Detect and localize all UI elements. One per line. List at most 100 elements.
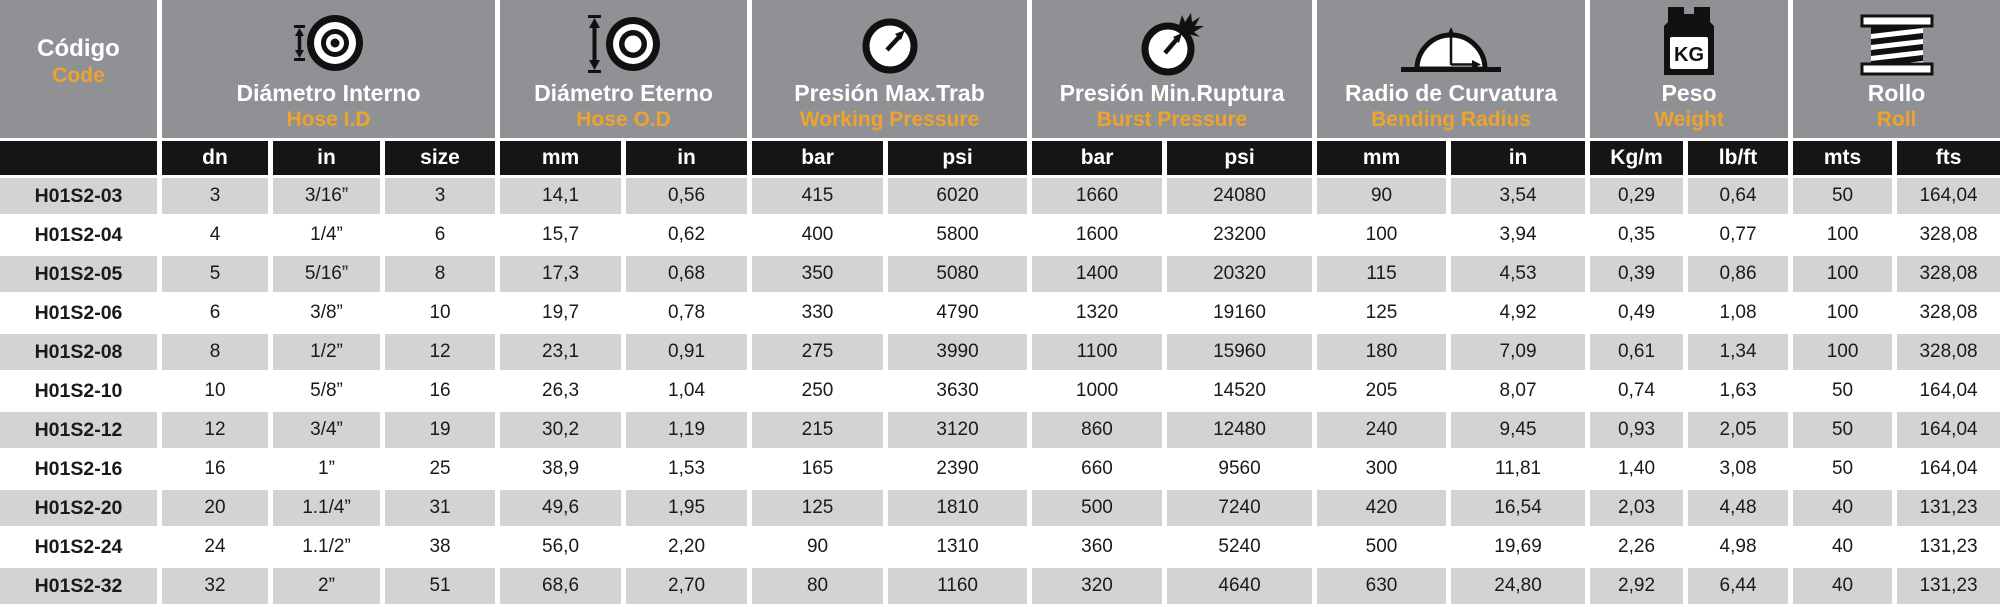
data-cell: 330 bbox=[752, 295, 884, 331]
data-cell: 2,26 bbox=[1590, 529, 1684, 565]
header-label-en: Working Pressure bbox=[799, 108, 980, 131]
data-cell: 1,40 bbox=[1590, 451, 1684, 487]
data-cell: 1,19 bbox=[626, 412, 748, 448]
data-cell: 16,54 bbox=[1451, 490, 1586, 526]
column-group-roll: Rollo Roll bbox=[1793, 0, 2000, 138]
column-group-code: Código Code bbox=[0, 0, 157, 138]
table-header: Código Code bbox=[0, 0, 2000, 175]
data-cell: 16 bbox=[385, 373, 496, 409]
header-label-en: Code bbox=[52, 64, 105, 87]
data-cell: 328,08 bbox=[1897, 295, 2000, 331]
unit-header: psi bbox=[1167, 141, 1313, 175]
column-group-hose-id: Diámetro Interno Hose I.D bbox=[162, 0, 496, 138]
data-cell: 3 bbox=[162, 178, 268, 214]
header-label-es: Presión Min.Ruptura bbox=[1059, 80, 1285, 106]
data-cell: 275 bbox=[752, 334, 884, 370]
data-cell: 860 bbox=[1032, 412, 1163, 448]
table-row: H01S2-03 3 3/16” 3 14,1 0,56 415 6020 1660 24080 9… bbox=[0, 178, 2000, 214]
data-cell: 328,08 bbox=[1897, 217, 2000, 253]
header-label-es: Presión Max.Trab bbox=[794, 80, 985, 106]
data-cell: 4,98 bbox=[1688, 529, 1789, 565]
hose-od-icon bbox=[584, 11, 664, 77]
data-cell: 7240 bbox=[1167, 490, 1313, 526]
data-cell: 90 bbox=[1317, 178, 1447, 214]
table-row: H01S2-10 10 5/8” 16 26,3 1,04 250 3630 1000 14520… bbox=[0, 373, 2000, 409]
data-cell: 1.1/2” bbox=[273, 529, 380, 565]
data-cell: 50 bbox=[1793, 451, 1893, 487]
data-cell: 51 bbox=[385, 568, 496, 604]
data-cell: 9560 bbox=[1167, 451, 1313, 487]
data-cell: 31 bbox=[385, 490, 496, 526]
data-cell: 0,61 bbox=[1590, 334, 1684, 370]
data-cell: 660 bbox=[1032, 451, 1163, 487]
group-header-row: Código Code bbox=[0, 0, 2000, 138]
data-cell: 12 bbox=[162, 412, 268, 448]
data-cell: 1,95 bbox=[626, 490, 748, 526]
data-cell: 215 bbox=[752, 412, 884, 448]
data-cell: 0,78 bbox=[626, 295, 748, 331]
data-cell: 2,20 bbox=[626, 529, 748, 565]
unit-header: size bbox=[385, 141, 496, 175]
data-cell: 32 bbox=[162, 568, 268, 604]
data-cell: 4640 bbox=[1167, 568, 1313, 604]
working-pressure-gauge-icon bbox=[859, 15, 921, 77]
data-cell: 3120 bbox=[888, 412, 1028, 448]
data-cell: 8,07 bbox=[1451, 373, 1586, 409]
data-cell: 1,63 bbox=[1688, 373, 1789, 409]
data-cell: 3990 bbox=[888, 334, 1028, 370]
data-cell: 40 bbox=[1793, 568, 1893, 604]
data-cell: 9,45 bbox=[1451, 412, 1586, 448]
data-cell: 180 bbox=[1317, 334, 1447, 370]
unit-header: bar bbox=[752, 141, 884, 175]
data-cell: 1” bbox=[273, 451, 380, 487]
data-cell: 3/8” bbox=[273, 295, 380, 331]
unit-header: in bbox=[273, 141, 380, 175]
data-cell: 1/4” bbox=[273, 217, 380, 253]
data-cell: 26,3 bbox=[500, 373, 622, 409]
data-cell: 1400 bbox=[1032, 256, 1163, 292]
weight-kg-icon: KG bbox=[1660, 5, 1718, 77]
unit-header: mm bbox=[1317, 141, 1447, 175]
header-label-en: Weight bbox=[1654, 108, 1724, 131]
burst-pressure-gauge-icon bbox=[1137, 13, 1207, 77]
data-cell: 2,70 bbox=[626, 568, 748, 604]
data-cell: 80 bbox=[752, 568, 884, 604]
data-cell: 115 bbox=[1317, 256, 1447, 292]
data-cell: 0,56 bbox=[626, 178, 748, 214]
unit-header: dn bbox=[162, 141, 268, 175]
data-cell: 10 bbox=[385, 295, 496, 331]
data-cell: 5/8” bbox=[273, 373, 380, 409]
data-cell: 24,80 bbox=[1451, 568, 1586, 604]
data-cell: 131,23 bbox=[1897, 529, 2000, 565]
data-cell: 3,54 bbox=[1451, 178, 1586, 214]
data-cell: 40 bbox=[1793, 490, 1893, 526]
data-cell: 1810 bbox=[888, 490, 1028, 526]
data-cell: 3,94 bbox=[1451, 217, 1586, 253]
header-label-en: Burst Pressure bbox=[1096, 108, 1248, 131]
data-cell: 5240 bbox=[1167, 529, 1313, 565]
data-cell: 350 bbox=[752, 256, 884, 292]
data-cell: 20 bbox=[162, 490, 268, 526]
data-cell: 3/4” bbox=[273, 412, 380, 448]
data-cell: 1660 bbox=[1032, 178, 1163, 214]
data-cell: 8 bbox=[162, 334, 268, 370]
data-cell: 56,0 bbox=[500, 529, 622, 565]
data-cell: 24080 bbox=[1167, 178, 1313, 214]
table-row: H01S2-24 24 1.1/2” 38 56,0 2,20 90 1310 360 5240 5… bbox=[0, 529, 2000, 565]
data-cell: 2390 bbox=[888, 451, 1028, 487]
data-cell: 16 bbox=[162, 451, 268, 487]
data-cell: 17,3 bbox=[500, 256, 622, 292]
header-label-en: Bending Radius bbox=[1371, 108, 1531, 131]
data-cell: 0,93 bbox=[1590, 412, 1684, 448]
data-cell: 125 bbox=[1317, 295, 1447, 331]
row-code-cell: H01S2-32 bbox=[0, 568, 157, 604]
unit-header bbox=[0, 141, 157, 175]
data-cell: 1/2” bbox=[273, 334, 380, 370]
data-cell: 500 bbox=[1317, 529, 1447, 565]
data-cell: 2,92 bbox=[1590, 568, 1684, 604]
data-cell: 1,04 bbox=[626, 373, 748, 409]
data-cell: 19160 bbox=[1167, 295, 1313, 331]
data-cell: 164,04 bbox=[1897, 451, 2000, 487]
data-cell: 164,04 bbox=[1897, 373, 2000, 409]
